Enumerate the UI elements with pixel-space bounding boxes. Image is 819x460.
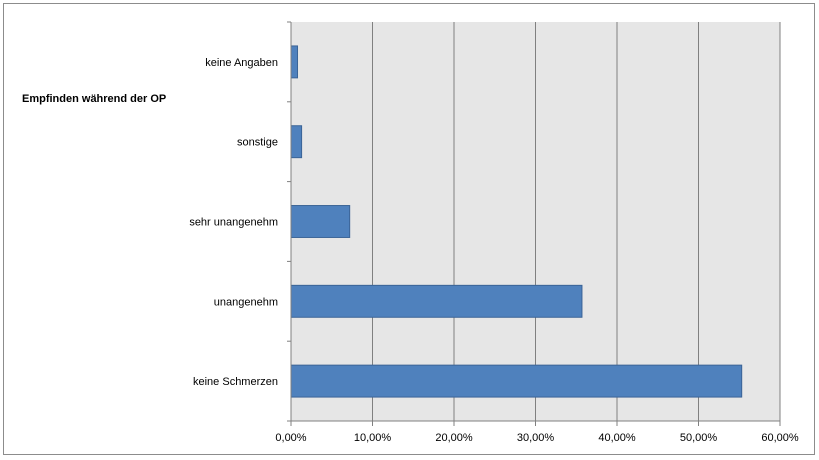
category-label: unangenehm [214,296,278,308]
x-tick-label: 50,00% [680,432,718,444]
x-tick-label: 40,00% [598,432,636,444]
bar [290,125,303,159]
x-tick-label: 60,00% [761,432,799,444]
bar [290,284,583,318]
category-label: keine Angaben [205,57,278,69]
x-tick-label: 10,00% [354,432,392,444]
bar [290,205,351,238]
x-tick-labels: 0,00% 10,00% 20,00% 30,00% 40,00% 50,00% 60,00… [275,432,798,444]
x-tick-label: 0,00% [275,432,306,444]
axes [287,21,781,426]
y-axis-title: Empfinden während der OP [22,93,166,105]
category-label: sehr unangenehm [189,217,278,229]
category-label: keine Schmerzen [193,376,278,388]
category-label: sonstige [237,137,278,149]
x-tick-label: 30,00% [517,432,555,444]
category-labels: keine Angaben sonstige sehr unangenehm unan… [189,57,278,388]
bar [290,45,299,79]
bars [290,45,743,398]
gridlines [372,22,781,421]
bar [290,364,743,398]
x-tick-label: 20,00% [435,432,473,444]
